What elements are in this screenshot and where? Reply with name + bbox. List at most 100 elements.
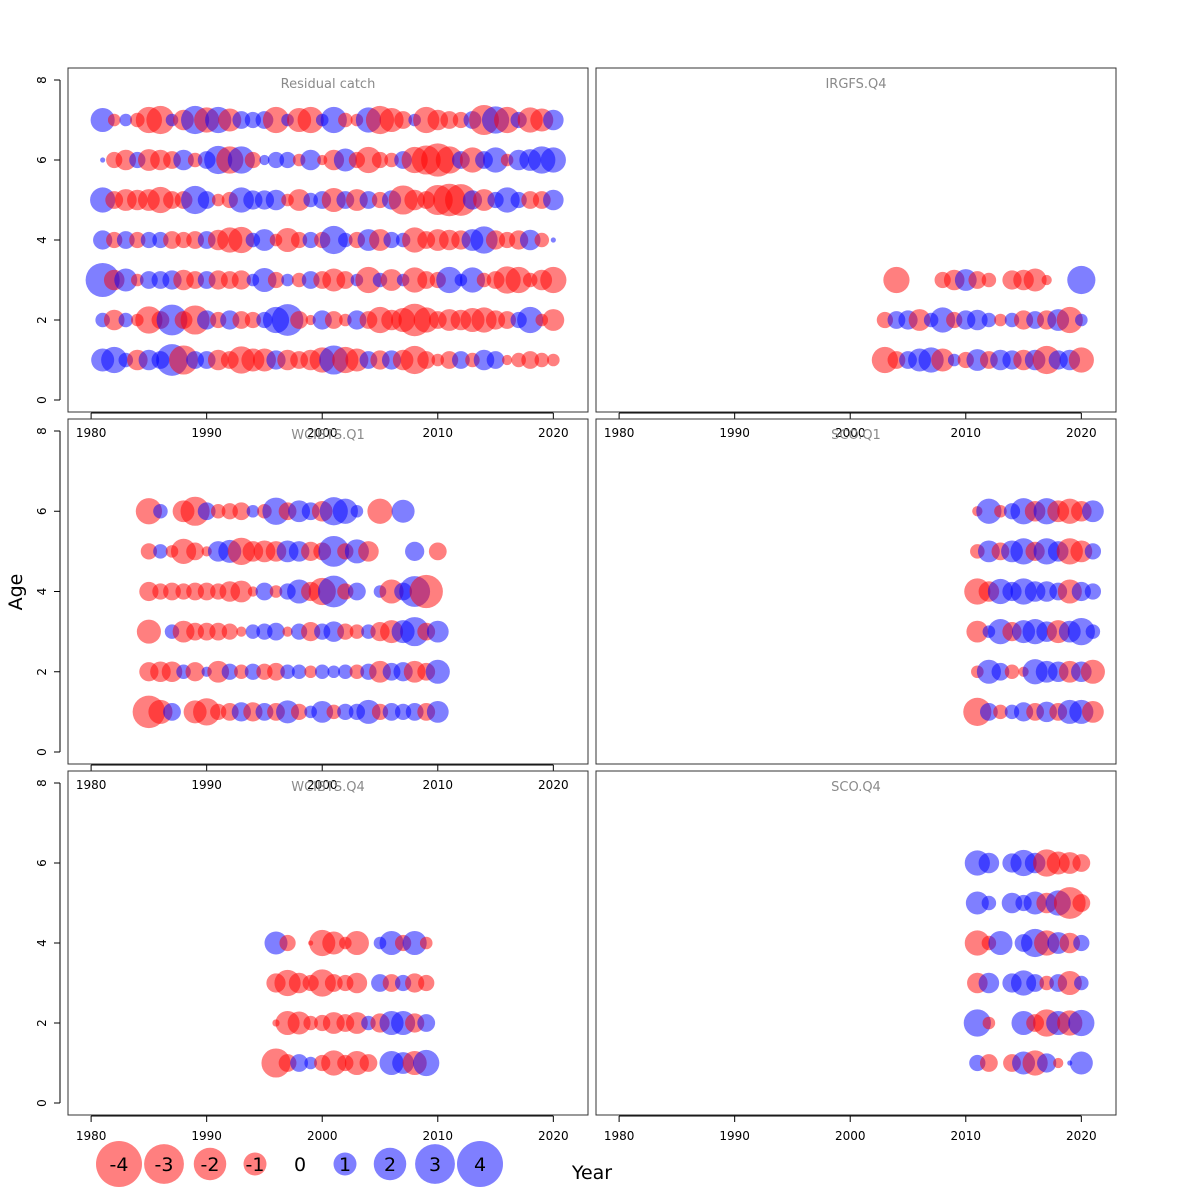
legend-bubble <box>144 1144 184 1184</box>
y-axis-label: Age <box>5 574 27 611</box>
legend-label: 3 <box>429 1154 441 1176</box>
legend-bubble <box>457 1141 503 1187</box>
bubble-age-2-year-2006 <box>908 309 931 331</box>
panel-sco-q1: SCO.Q1 <box>595 418 1117 765</box>
bubble-age-1-year-2021 <box>1081 700 1104 723</box>
bubble-age-5-year-2004 <box>359 191 378 209</box>
bubble-age-5-year-1991 <box>211 193 225 207</box>
bubble-age-6-year-2002 <box>332 498 358 524</box>
y-tick-label: 4 <box>35 939 49 947</box>
bubble-age-2-year-1998 <box>287 1011 311 1035</box>
legend-bubble <box>193 1147 227 1181</box>
bubble-age-4-year-2009 <box>419 936 433 950</box>
bubble-age-3-year-2004 <box>355 266 382 294</box>
bubble-age-3-year-2016 <box>1023 268 1047 292</box>
bubble-age-2-year-1989 <box>185 662 205 682</box>
bubble-age-7-year-2001 <box>320 106 347 134</box>
bubble-age-5-year-2011 <box>965 891 989 915</box>
bubble-age-3-year-2006 <box>382 974 401 992</box>
bubble-age-4-year-1987 <box>163 231 181 249</box>
bubble-age-6-year-1985 <box>135 498 162 525</box>
y-tick-label: 0 <box>35 396 49 404</box>
y-tick-label: 8 <box>35 76 49 84</box>
x-tick-label: 1980 <box>76 426 107 440</box>
bubble-age-1-year-1999 <box>304 1056 317 1070</box>
x-tick-label: 2010 <box>423 778 454 792</box>
panel-irgfs-q4: IRGFS.Q4 1980 1990 2000 2010 2020 <box>595 67 1117 440</box>
bubble-age-6-year-1999 <box>300 149 321 171</box>
bubble-age-4-year-2001 <box>319 225 348 255</box>
legend-label: -1 <box>246 1154 265 1176</box>
panel-frame <box>595 418 1117 765</box>
bubble-age-6-year-2012 <box>976 498 1002 524</box>
bubble-age-6-year-2002 <box>333 148 357 172</box>
bubble-age-3-year-2021 <box>1085 624 1101 639</box>
bubble-age-1-year-2010 <box>431 353 445 367</box>
bubble-age-6-year-1994 <box>246 504 260 518</box>
bubbles <box>261 929 440 1078</box>
bubble-age-2-year-2012 <box>982 1016 996 1030</box>
x-tick-label: 2020 <box>1066 426 1097 440</box>
y-tick-label: 6 <box>35 507 49 515</box>
bubble-age-2-year-2001 <box>327 665 341 679</box>
bubble-age-1-year-1998 <box>290 703 308 721</box>
x-tick-label: 2020 <box>538 426 569 440</box>
bubble-age-1-year-1987 <box>163 702 181 721</box>
bubble-age-4-year-2018 <box>519 229 541 251</box>
x-tick-label: 1980 <box>76 778 107 792</box>
bubble-age-4-year-1993 <box>228 226 255 254</box>
bubble-age-5-year-2010 <box>428 542 447 561</box>
bubble-age-1-year-2008 <box>931 348 955 372</box>
bubble-age-3-year-2020 <box>1067 618 1095 646</box>
x-tick-label: 1990 <box>719 1129 750 1143</box>
legend-bubble <box>415 1144 455 1184</box>
bubble-age-2-year-2000 <box>314 664 330 680</box>
x-tick-label: 2020 <box>538 778 569 792</box>
legend-label: -4 <box>110 1154 129 1176</box>
bubble-age-5-year-2021 <box>1084 543 1102 560</box>
bubble-age-2-year-2003 <box>345 1012 368 1034</box>
bubble-age-3-year-1992 <box>221 623 238 640</box>
bubble-age-2-year-1982 <box>103 309 125 331</box>
legend-label: 4 <box>474 1154 486 1176</box>
bubble-age-3-year-1984 <box>131 273 144 287</box>
bubble-age-2-year-2003 <box>349 664 365 680</box>
bubble-age-2-year-2010 <box>425 659 450 684</box>
bubble-age-5-year-2014 <box>1001 892 1023 914</box>
bubble-age-3-year-1991 <box>209 622 228 641</box>
panel-title: Residual catch <box>281 77 376 92</box>
bubble-age-2-year-1998 <box>291 664 307 680</box>
bubble-age-4-year-2002 <box>338 232 353 248</box>
bubble-age-1-year-2020 <box>1069 1051 1093 1075</box>
bubbles <box>871 265 1096 375</box>
bubble-age-3-year-1993 <box>231 270 251 290</box>
bubble-age-2-year-1997 <box>280 664 295 680</box>
bubble-age-6-year-1997 <box>279 151 296 169</box>
bubble-age-5-year-1990 <box>197 191 216 209</box>
x-axis: 1980 1990 2000 2010 2020 <box>604 1115 1097 1143</box>
panel-title: SCO.Q1 <box>831 428 881 443</box>
bubble-age-6-year-2003 <box>350 504 364 518</box>
panel-frame <box>595 67 1117 413</box>
bubble-age-1-year-2012 <box>979 1054 998 1072</box>
x-tick-label: 2010 <box>951 1129 982 1143</box>
bubble-age-5-year-2016 <box>494 187 520 213</box>
bubble-age-3-year-2011 <box>968 271 987 289</box>
bubble-age-1-year-2015 <box>486 351 505 369</box>
bubble-age-3-year-1993 <box>236 626 247 637</box>
bubble-age-2-year-2021 <box>1080 659 1105 684</box>
bubble-age-1-year-2006 <box>382 702 401 721</box>
bubble-age-2-year-1994 <box>244 663 262 680</box>
legend-bubble <box>96 1141 142 1187</box>
bubble-age-6-year-2013 <box>994 504 1007 518</box>
y-axis: 0 2 4 6 8 <box>35 779 61 1107</box>
bubble-age-2-year-1987 <box>161 661 183 683</box>
bubble-age-7-year-1981 <box>90 107 115 133</box>
bubble-age-6-year-1993 <box>227 146 255 174</box>
legend-label: 0 <box>294 1154 306 1176</box>
bubble-age-2-year-2001 <box>324 311 343 329</box>
bubble-age-3-year-1985 <box>136 619 161 644</box>
panel-title: SCO.Q4 <box>831 780 881 795</box>
bubble-age-2-year-2020 <box>1075 313 1088 327</box>
